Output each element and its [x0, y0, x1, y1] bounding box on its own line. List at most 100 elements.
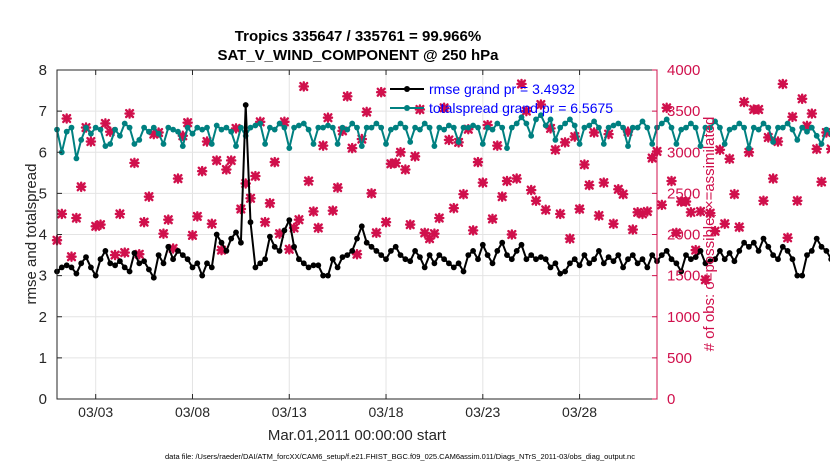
x-tick-label: 03/08 [175, 404, 210, 420]
rmse-series-point [73, 270, 80, 277]
rmse-series-point [610, 258, 617, 265]
totalspread-series-point [165, 124, 172, 131]
obs-marker [90, 220, 101, 232]
obs-marker [380, 216, 392, 228]
totalspread-series-point [644, 124, 651, 131]
rmse-series-point [305, 264, 312, 271]
totalspread-series-point [271, 126, 278, 133]
rmse-series-point [291, 243, 297, 250]
obs-marker [506, 229, 518, 240]
rmse-series-point [808, 248, 815, 254]
totalspread-series-point [649, 141, 656, 147]
rmse-series-point [484, 252, 491, 258]
totalspread-series-point [663, 116, 670, 123]
obs-marker [230, 123, 242, 134]
totalspread-series-point [320, 124, 326, 131]
totalspread-series-point [170, 126, 177, 133]
rmse-series-point [523, 256, 530, 263]
rmse-series-point [117, 258, 123, 265]
obs-marker [75, 181, 87, 193]
rmse-series-point [238, 239, 244, 246]
obs-marker [704, 207, 716, 219]
rmse-series-point [552, 260, 559, 267]
totalspread-series-point [184, 124, 191, 131]
obs-marker [283, 244, 295, 255]
totalspread-series-point [504, 145, 510, 152]
obs-marker [346, 142, 358, 154]
obs-marker [627, 224, 639, 235]
totalspread-series-point [794, 137, 801, 143]
rmse-series-point [363, 239, 370, 246]
totalspread-series-point [717, 124, 723, 131]
obs-marker [119, 247, 131, 258]
totalspread-series-point [484, 124, 491, 131]
y-tick-label-left: 7 [39, 103, 47, 120]
totalspread-series-point [620, 124, 626, 131]
x-tick-label: 03/03 [78, 404, 113, 420]
totalspread-series-point [591, 118, 597, 125]
totalspread-series-point [450, 124, 457, 131]
obs-marker [298, 81, 310, 92]
rmse-series-point [567, 260, 573, 267]
totalspread-series-point [755, 126, 762, 133]
obs-marker [308, 206, 319, 217]
rmse-series-point [407, 258, 414, 265]
totalspread-series-point [141, 124, 148, 131]
totalspread-series-point [600, 141, 607, 147]
rmse-series-point [121, 264, 128, 271]
rmse-series-point [658, 252, 665, 258]
rmse-series-point [155, 252, 162, 258]
totalspread-series-point [823, 126, 830, 133]
rmse-series-point [392, 243, 399, 250]
totalspread-series-point [726, 126, 733, 133]
totalspread-series-point [683, 124, 689, 131]
rmse-series-point [542, 256, 549, 263]
rmse-series-point [257, 260, 264, 267]
totalspread-series-point [281, 124, 288, 131]
obs-marker [66, 251, 77, 262]
y-tick-label-left: 8 [39, 62, 47, 79]
totalspread-series-point [267, 124, 273, 131]
obs-marker [714, 144, 726, 156]
rmse-series-point [412, 248, 418, 254]
y-tick-label-left: 4 [39, 227, 47, 244]
obs-marker [753, 104, 764, 115]
rmse-series-point [475, 256, 481, 263]
rmse-series-point [731, 258, 738, 265]
obs-marker [158, 228, 169, 239]
obs-marker [574, 203, 585, 215]
y-tick-label-right: 3000 [667, 144, 700, 161]
rmse-series-point [339, 254, 346, 260]
rmse-series-point [83, 254, 89, 260]
rmse-series-point [649, 252, 656, 258]
rmse-series-point [208, 264, 215, 271]
totalspread-series-point [721, 141, 728, 147]
rmse-series-point [325, 272, 331, 279]
totalspread-series-point [88, 130, 94, 137]
rmse-series-point [223, 248, 230, 254]
totalspread-series-point [131, 141, 138, 147]
rmse-series-point [426, 252, 433, 258]
obs-marker [617, 188, 629, 200]
obs-marker [733, 221, 745, 233]
obs-marker [782, 232, 793, 244]
rmse-series-point [141, 258, 148, 265]
obs-marker [351, 248, 363, 260]
obs-marker [579, 159, 590, 170]
rmse-series-point [683, 252, 689, 258]
totalspread-series-point [397, 120, 404, 127]
totalspread-series-point [494, 120, 501, 127]
totalspread-series-point [799, 124, 806, 131]
rmse-series-point [436, 252, 443, 258]
obs-marker [109, 249, 121, 261]
obs-marker [525, 184, 537, 196]
obs-marker [593, 210, 605, 221]
obs-marker [395, 146, 406, 158]
totalspread-series-point [407, 139, 414, 145]
totalspread-series-point [760, 120, 767, 127]
totalspread-series-point [712, 118, 718, 125]
rmse-series [54, 102, 830, 281]
totalspread-series-point [73, 155, 80, 162]
totalspread-series-point [247, 124, 254, 131]
